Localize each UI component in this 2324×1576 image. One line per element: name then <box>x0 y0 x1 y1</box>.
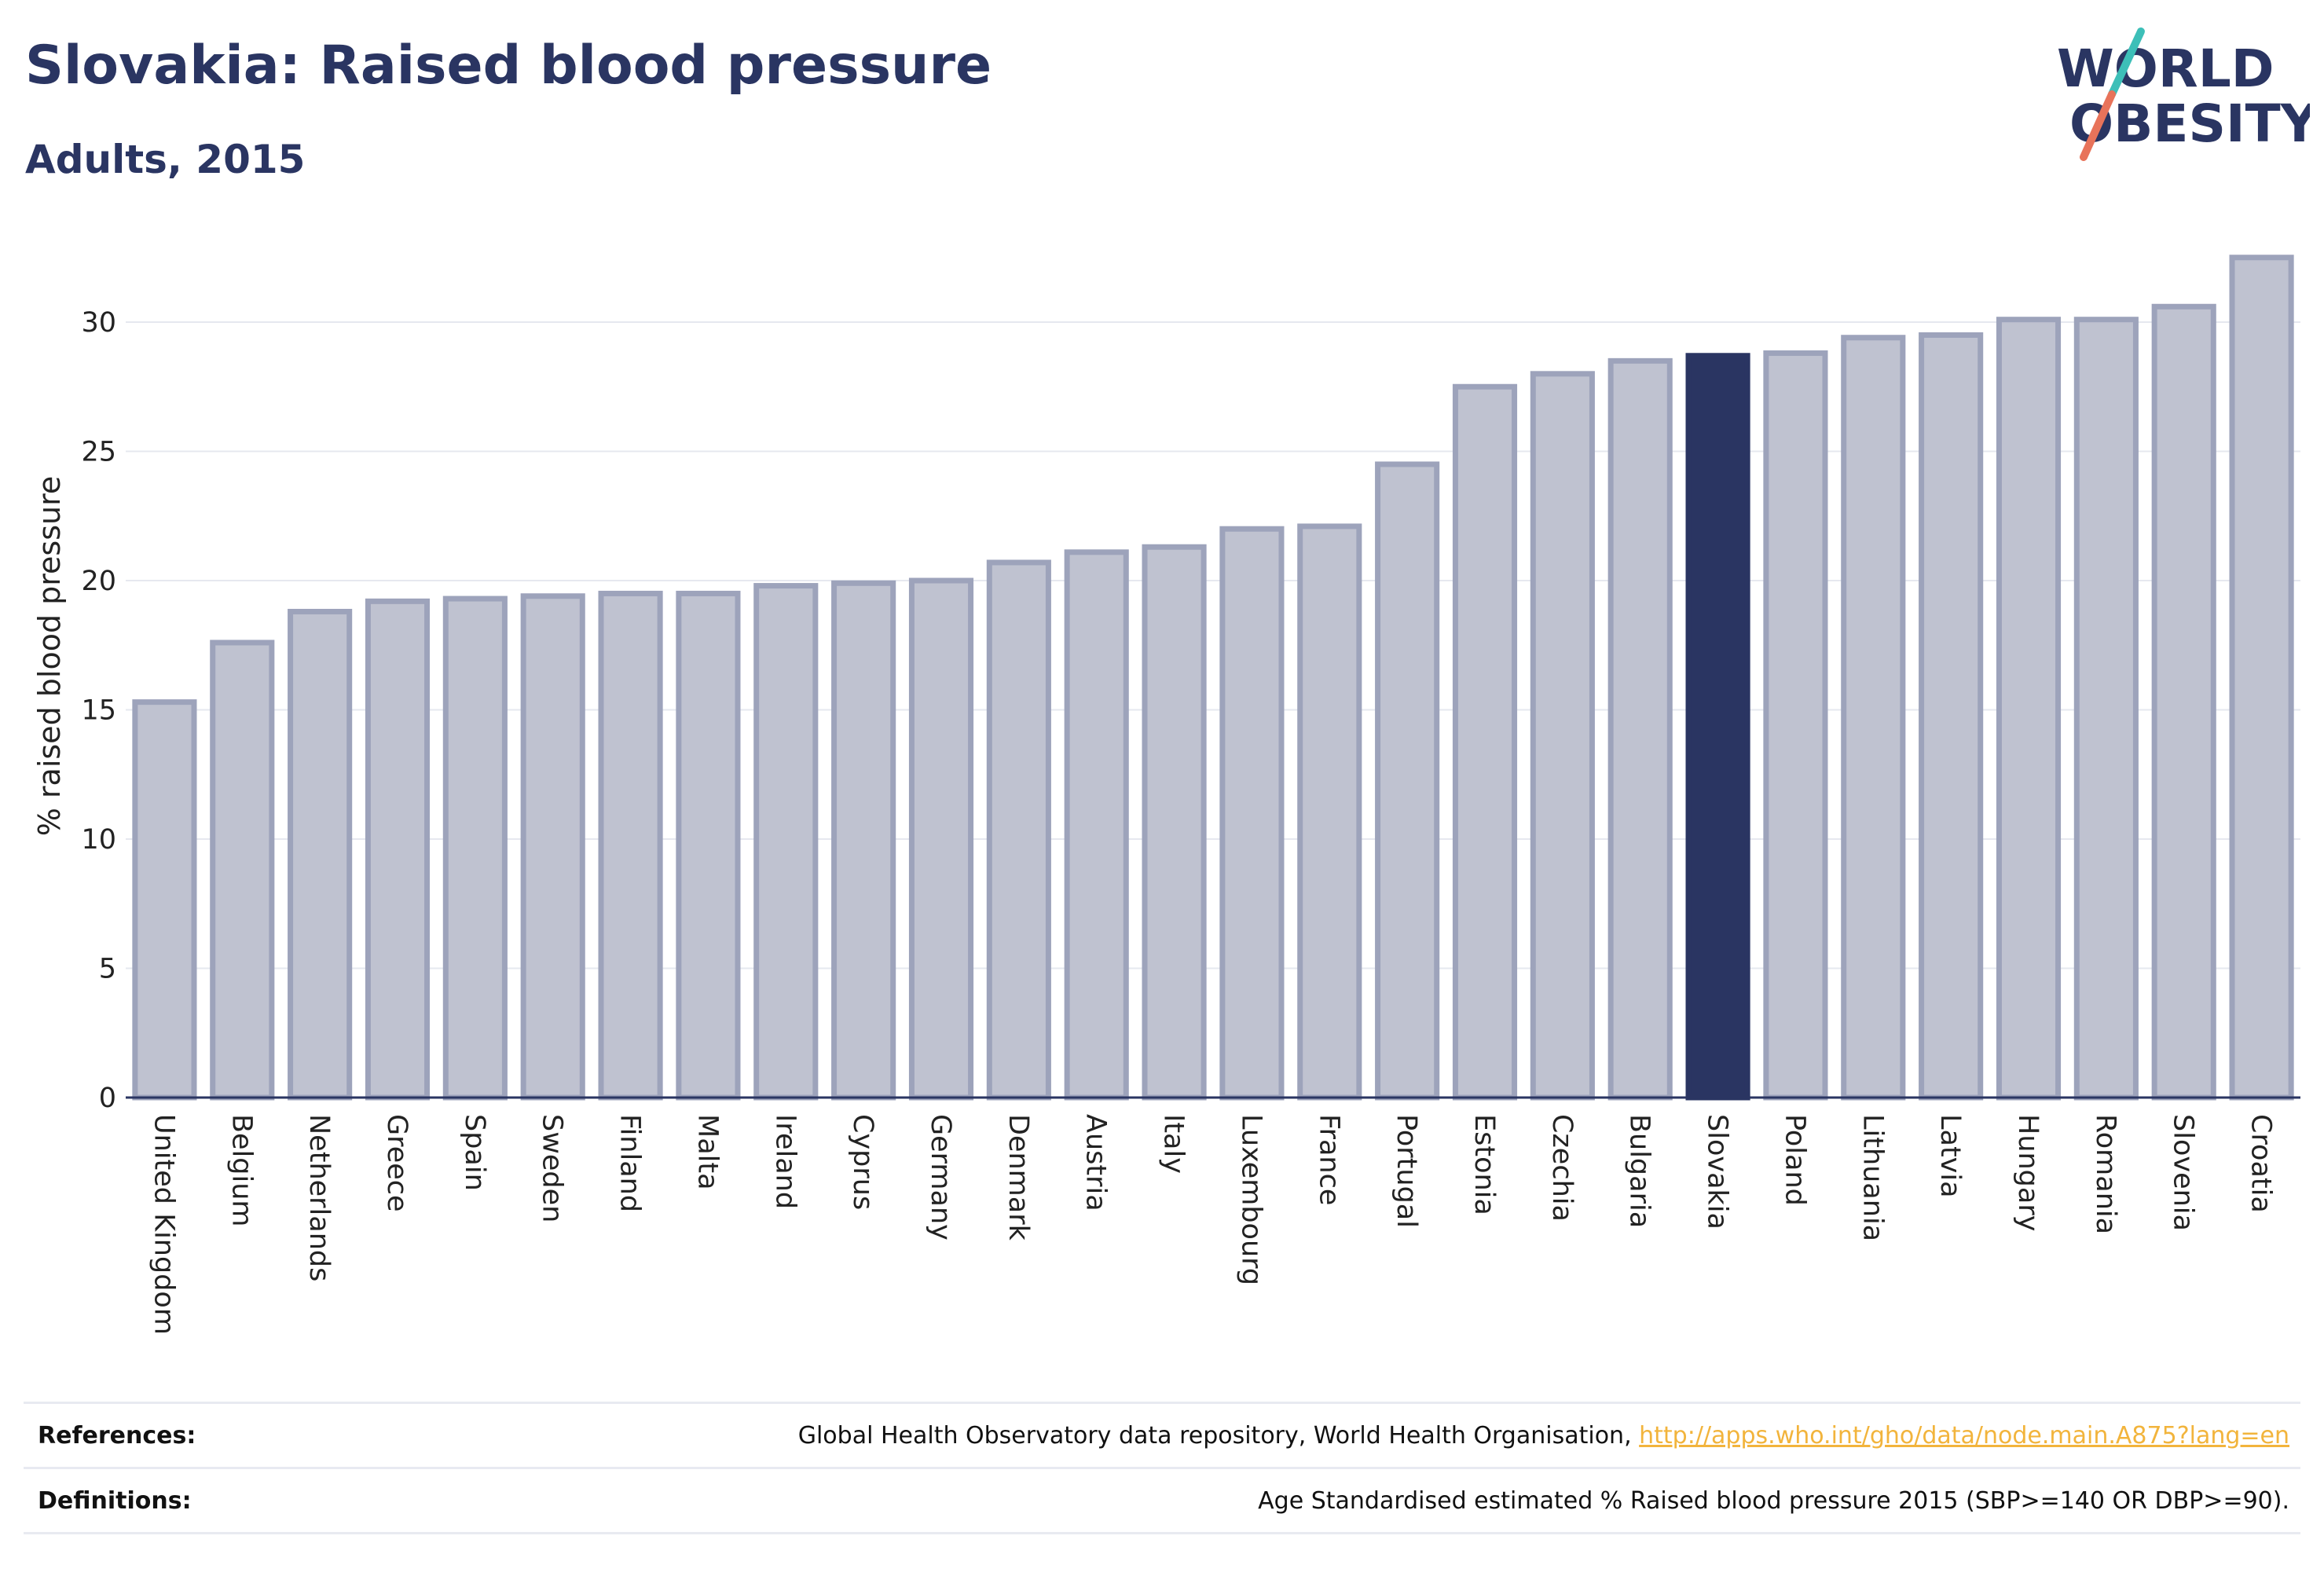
references-label: References: <box>38 1421 196 1450</box>
x-tick-label: Netherlands <box>303 1114 335 1281</box>
definitions-text: Age Standardised estimated % Raised bloo… <box>1258 1486 2289 1515</box>
x-tick-label: Poland <box>1779 1114 1810 1206</box>
chart-subtitle: Adults, 2015 <box>25 137 306 182</box>
bar-greece[interactable] <box>365 598 431 1101</box>
x-axis-labels: United Kingdom Belgium Netherlands Greece Sp… <box>148 1114 2276 1335</box>
world-obesity-logo: WORLD OBESITY <box>2057 27 2310 161</box>
references-text: Global Health Observatory data repositor… <box>797 1421 1640 1450</box>
x-tick-label: Spain <box>459 1114 490 1191</box>
y-tick-label: 20 <box>81 566 116 597</box>
bar-cyprus[interactable] <box>831 580 896 1101</box>
logo-slash-top <box>2108 27 2145 98</box>
logo-line-1: WORLD <box>2057 38 2275 99</box>
x-tick-label: Finland <box>614 1114 646 1212</box>
x-tick-label: Sweden <box>537 1114 568 1222</box>
bar-hungary[interactable] <box>1996 317 2062 1101</box>
bar-austria[interactable] <box>1064 549 1129 1101</box>
x-tick-label: Greece <box>381 1114 412 1212</box>
bar-poland[interactable] <box>1763 350 1828 1101</box>
x-tick-label: Lithuania <box>1857 1114 1888 1241</box>
y-tick-label: 15 <box>81 695 116 727</box>
x-tick-label: Luxembourg <box>1235 1114 1266 1285</box>
x-tick-label: Belgium <box>225 1114 257 1227</box>
chart-title: Slovakia: Raised blood pressure <box>25 35 992 97</box>
bar-germany[interactable] <box>908 577 974 1101</box>
bar-malta[interactable] <box>676 590 741 1101</box>
y-tick-label: 25 <box>81 437 116 468</box>
bar-france[interactable] <box>1297 523 1362 1101</box>
x-tick-label: Croatia <box>2245 1114 2277 1213</box>
bar-chart: 0 5 10 15 20 25 30 United Kingdom Belgium Nether… <box>32 255 2300 1335</box>
x-tick-label: Slovakia <box>1702 1114 1733 1230</box>
x-tick-label: Portugal <box>1391 1114 1422 1228</box>
references-row: References: Global Health Observatory da… <box>24 1402 2300 1467</box>
bar-finland[interactable] <box>598 590 663 1101</box>
y-tick-label: 5 <box>99 954 116 985</box>
x-tick-label: Italy <box>1158 1114 1189 1174</box>
bar-portugal[interactable] <box>1375 461 1440 1101</box>
references-value: Global Health Observatory data repositor… <box>798 1422 2300 1450</box>
bar-sweden[interactable] <box>520 593 585 1101</box>
bar-united-kingdom[interactable] <box>132 699 197 1101</box>
x-tick-label: Ireland <box>769 1114 801 1209</box>
y-tick-label: 30 <box>81 307 116 339</box>
x-tick-label: Denmark <box>1003 1114 1034 1241</box>
bar-netherlands[interactable] <box>288 608 353 1101</box>
footer: References: Global Health Observatory da… <box>24 1402 2300 1534</box>
definitions-label: Definitions: <box>38 1486 192 1515</box>
bar-spain[interactable] <box>442 596 508 1101</box>
bar-czechia[interactable] <box>1530 371 1595 1101</box>
y-axis-ticks: 0 5 10 15 20 25 30 <box>81 307 116 1114</box>
x-tick-label: Bulgaria <box>1624 1114 1655 1228</box>
x-tick-label: Austria <box>1080 1114 1112 1211</box>
bar-luxembourg[interactable] <box>1219 526 1285 1101</box>
bar-estonia[interactable] <box>1452 383 1518 1101</box>
x-tick-label: Romania <box>2090 1114 2121 1234</box>
definitions-row: Definitions: Age Standardised estimated … <box>24 1467 2300 1534</box>
bar-croatia[interactable] <box>2229 255 2294 1101</box>
bar-romania[interactable] <box>2073 317 2139 1101</box>
bar-slovenia[interactable] <box>2151 303 2216 1101</box>
y-axis-label: % raised blood pressure <box>32 476 67 837</box>
bar-denmark[interactable] <box>986 559 1051 1101</box>
x-tick-label: France <box>1313 1114 1344 1205</box>
bar-belgium[interactable] <box>210 640 275 1101</box>
bar-italy[interactable] <box>1142 544 1207 1101</box>
bar-ireland[interactable] <box>753 583 819 1101</box>
bar-bulgaria[interactable] <box>1607 357 1673 1101</box>
logo-slash-bottom <box>2080 90 2116 161</box>
x-tick-label: Czechia <box>1546 1114 1578 1222</box>
bar-slovakia[interactable] <box>1685 353 1750 1101</box>
bar-latvia[interactable] <box>1919 332 1984 1101</box>
x-tick-label: Germany <box>925 1114 956 1241</box>
x-tick-label: Latvia <box>1934 1114 1966 1198</box>
x-tick-label: Malta <box>691 1114 723 1190</box>
bar-lithuania[interactable] <box>1841 335 1906 1101</box>
x-tick-label: Hungary <box>2012 1114 2044 1231</box>
x-tick-label: Cyprus <box>847 1114 878 1210</box>
y-tick-label: 0 <box>99 1083 116 1114</box>
x-tick-label: Estonia <box>1468 1114 1500 1215</box>
bars <box>132 255 2294 1101</box>
references-link[interactable]: http://apps.who.int/gho/data/node.main.A… <box>1639 1421 2289 1450</box>
x-tick-label: United Kingdom <box>148 1114 179 1335</box>
y-tick-label: 10 <box>81 824 116 856</box>
x-tick-label: Slovenia <box>2168 1114 2199 1231</box>
